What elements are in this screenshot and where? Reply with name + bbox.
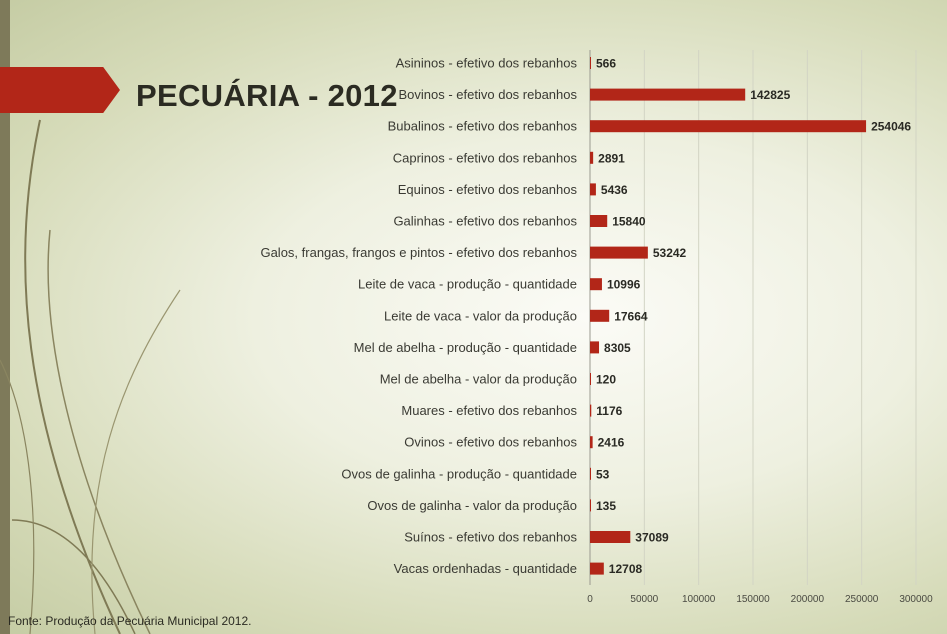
x-tick-label: 50000 <box>630 594 658 605</box>
bar <box>590 151 594 164</box>
value-label: 10996 <box>607 278 641 292</box>
bar <box>590 183 596 196</box>
bar <box>590 467 591 480</box>
bar <box>590 120 867 133</box>
slide-title: PECUÁRIA - 2012 <box>136 78 398 113</box>
category-label: Equinos - efetivo dos rebanhos <box>398 182 578 197</box>
category-label: Asininos - efetivo dos rebanhos <box>396 56 578 71</box>
value-label: 566 <box>596 57 616 71</box>
value-label: 5436 <box>601 183 628 197</box>
bar <box>590 246 648 259</box>
left-accent-bar <box>0 0 10 634</box>
category-label: Bubalinos - efetivo dos rebanhos <box>388 119 578 134</box>
x-tick-label: 100000 <box>682 594 716 605</box>
category-label: Mel de abelha - valor da produção <box>380 372 577 387</box>
bar <box>590 562 604 575</box>
category-label: Ovinos - efetivo dos rebanhos <box>404 435 577 450</box>
bar <box>590 309 610 322</box>
value-label: 120 <box>596 373 616 387</box>
bar <box>590 88 746 101</box>
value-label: 17664 <box>614 309 648 323</box>
value-label: 53242 <box>653 246 687 260</box>
x-tick-label: 250000 <box>845 594 879 605</box>
category-label: Muares - efetivo dos rebanhos <box>401 403 577 418</box>
bar <box>590 57 591 69</box>
title-arrow-marker <box>0 67 120 113</box>
value-label: 2891 <box>598 151 625 165</box>
value-label: 254046 <box>871 120 911 134</box>
category-label: Caprinos - efetivo dos rebanhos <box>393 150 578 165</box>
bar <box>590 215 608 227</box>
value-label: 37089 <box>635 531 669 545</box>
bar <box>590 404 592 417</box>
x-tick-label: 0 <box>587 594 593 605</box>
value-label: 2416 <box>598 436 625 450</box>
x-tick-label: 300000 <box>899 594 933 605</box>
value-label: 135 <box>596 499 616 513</box>
source-note: Fonte: Produção da Pecuária Municipal 20… <box>8 614 252 628</box>
category-label: Ovos de galinha - valor da produção <box>367 498 577 513</box>
category-label: Ovos de galinha - produção - quantidade <box>341 466 577 481</box>
category-label: Mel de abelha - produção - quantidade <box>354 340 577 355</box>
value-label: 12708 <box>609 562 643 576</box>
bar <box>590 499 591 512</box>
value-label: 15840 <box>612 215 646 229</box>
value-label: 53 <box>596 467 610 481</box>
bar <box>590 531 631 543</box>
category-label: Leite de vaca - valor da produção <box>384 308 577 323</box>
bar <box>590 373 591 385</box>
category-label: Vacas ordenhadas - quantidade <box>394 561 577 576</box>
bar <box>590 341 600 354</box>
category-label: Galos, frangas, frangos e pintos - efeti… <box>260 245 577 260</box>
value-label: 1176 <box>596 404 622 418</box>
category-label: Galinhas - efetivo dos rebanhos <box>393 214 577 229</box>
value-label: 8305 <box>604 341 631 355</box>
x-tick-label: 200000 <box>791 594 825 605</box>
bar <box>590 436 593 449</box>
bar <box>590 278 602 291</box>
category-label: Leite de vaca - produção - quantidade <box>358 277 577 292</box>
category-label: Bovinos - efetivo dos rebanhos <box>399 87 578 102</box>
category-label: Suínos - efetivo dos rebanhos <box>404 530 577 545</box>
x-tick-label: 150000 <box>736 594 770 605</box>
value-label: 142825 <box>750 88 790 102</box>
